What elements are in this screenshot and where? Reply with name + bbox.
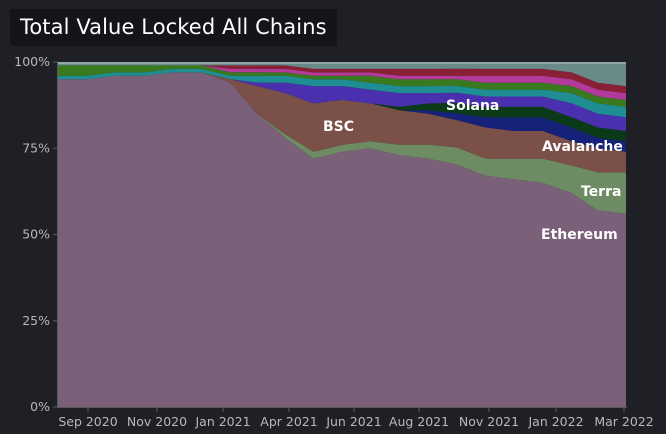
area-series-other-6 — [58, 68, 626, 118]
series-label-bsc: BSC — [323, 119, 354, 135]
y-tick-label: 50% — [22, 227, 50, 242]
x-tick-label: Aug 2021 — [389, 414, 449, 429]
series-label-terra: Terra — [581, 184, 621, 200]
y-tick-label: 0% — [30, 399, 50, 414]
area-series-other-9 — [58, 65, 626, 94]
x-tick-label: Apr 2021 — [260, 414, 317, 429]
area-series-bsc — [58, 72, 626, 173]
area-series-ethereum — [58, 72, 626, 408]
x-tick-label: Jan 2022 — [527, 414, 583, 429]
y-axis-ticks: 0% 25% 50% 75% 100% — [14, 54, 58, 414]
x-tick-label: Mar 2022 — [594, 414, 653, 429]
area-series-other-10 — [58, 62, 626, 87]
top-band — [58, 62, 626, 64]
series-annotations: BSC Solana Avalanche Terra Ethereum — [323, 98, 623, 243]
y-tick-label: 100% — [14, 54, 50, 69]
x-tick-label: Nov 2020 — [127, 414, 187, 429]
x-tick-label: Sep 2020 — [58, 414, 117, 429]
y-tick-label: 75% — [22, 140, 50, 155]
y-tick-label: 25% — [22, 313, 50, 328]
chart-title-box: Total Value Locked All Chains — [10, 9, 337, 46]
area-series-group — [58, 62, 626, 408]
area-series-other-5 — [58, 72, 626, 131]
x-axis-ticks: Sep 2020 Nov 2020 Jan 2021 Apr 2021 Jun 2021… — [58, 407, 654, 429]
series-label-solana: Solana — [446, 98, 499, 114]
series-label-avalanche: Avalanche — [542, 139, 623, 155]
x-tick-label: Jun 2021 — [325, 414, 381, 429]
chart-title: Total Value Locked All Chains — [20, 15, 327, 39]
area-series-other-7 — [58, 65, 626, 107]
series-label-ethereum: Ethereum — [541, 227, 618, 243]
area-series-other-8 — [58, 65, 626, 100]
x-tick-label: Jan 2021 — [194, 414, 250, 429]
x-tick-label: Nov 2021 — [459, 414, 519, 429]
